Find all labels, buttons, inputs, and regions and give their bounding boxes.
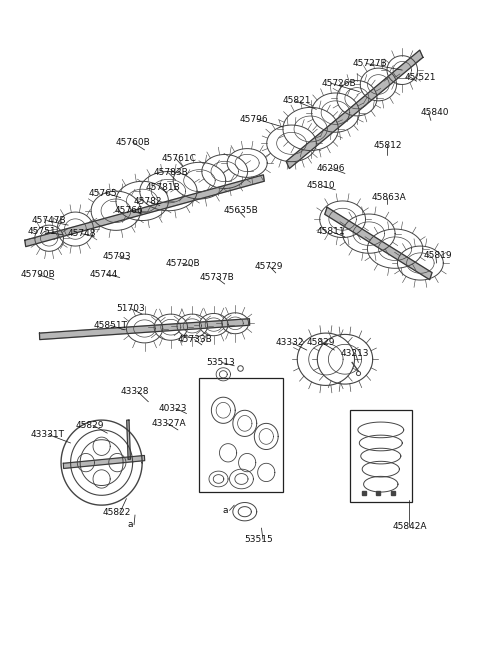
Text: 45829: 45829 <box>75 421 104 430</box>
Text: 45842A: 45842A <box>393 522 427 531</box>
Text: 46296: 46296 <box>316 164 345 173</box>
Bar <box>350 410 412 502</box>
Text: 45812: 45812 <box>373 141 402 150</box>
Text: 45760B: 45760B <box>116 137 151 147</box>
Text: 45821: 45821 <box>283 97 312 105</box>
Polygon shape <box>127 420 131 459</box>
Text: 43213: 43213 <box>340 349 369 358</box>
Polygon shape <box>286 50 423 169</box>
Polygon shape <box>63 455 144 468</box>
Text: 45726B: 45726B <box>321 79 356 87</box>
Text: 45863A: 45863A <box>371 193 406 202</box>
Text: 43332: 43332 <box>276 338 304 348</box>
Text: 43327A: 43327A <box>152 419 186 428</box>
Text: a: a <box>128 520 133 530</box>
Text: 45793: 45793 <box>103 252 131 261</box>
Text: 45810: 45810 <box>307 181 336 191</box>
Text: 45737B: 45737B <box>199 273 234 282</box>
Text: 45720B: 45720B <box>166 259 201 267</box>
Text: 45/521: 45/521 <box>405 72 436 81</box>
Text: 45635B: 45635B <box>223 206 258 215</box>
Polygon shape <box>25 175 264 246</box>
Text: 45796: 45796 <box>240 115 269 124</box>
Text: 45822: 45822 <box>103 509 132 518</box>
Polygon shape <box>324 207 432 280</box>
Text: 45747B: 45747B <box>32 216 66 225</box>
Text: 45729: 45729 <box>254 262 283 271</box>
Text: 45733B: 45733B <box>178 335 213 344</box>
Text: 45819: 45819 <box>424 251 452 260</box>
Text: 53515: 53515 <box>245 535 274 543</box>
Bar <box>199 378 283 492</box>
Text: 45751: 45751 <box>28 227 56 236</box>
Text: 45840: 45840 <box>420 108 449 117</box>
Text: 40323: 40323 <box>159 404 187 413</box>
Text: 43328: 43328 <box>120 387 149 396</box>
Text: 45727B: 45727B <box>352 59 387 68</box>
Text: 45761C: 45761C <box>161 154 196 163</box>
Text: 45851T: 45851T <box>94 321 128 330</box>
Text: 45790B: 45790B <box>21 270 55 279</box>
Text: 45765: 45765 <box>89 189 117 198</box>
Text: 45766: 45766 <box>115 206 144 215</box>
Text: 45782: 45782 <box>134 197 163 206</box>
Text: 45829: 45829 <box>307 338 336 348</box>
Text: 45781B: 45781B <box>146 183 181 193</box>
Polygon shape <box>39 319 250 340</box>
Text: 45748: 45748 <box>67 229 96 238</box>
Text: 43331T: 43331T <box>31 430 65 439</box>
Text: 45811: 45811 <box>316 227 345 236</box>
Text: 45783B: 45783B <box>153 168 188 177</box>
Text: 45744: 45744 <box>90 270 118 279</box>
Text: a: a <box>222 506 228 515</box>
Text: 51703: 51703 <box>116 304 144 313</box>
Text: 53513: 53513 <box>206 358 235 367</box>
